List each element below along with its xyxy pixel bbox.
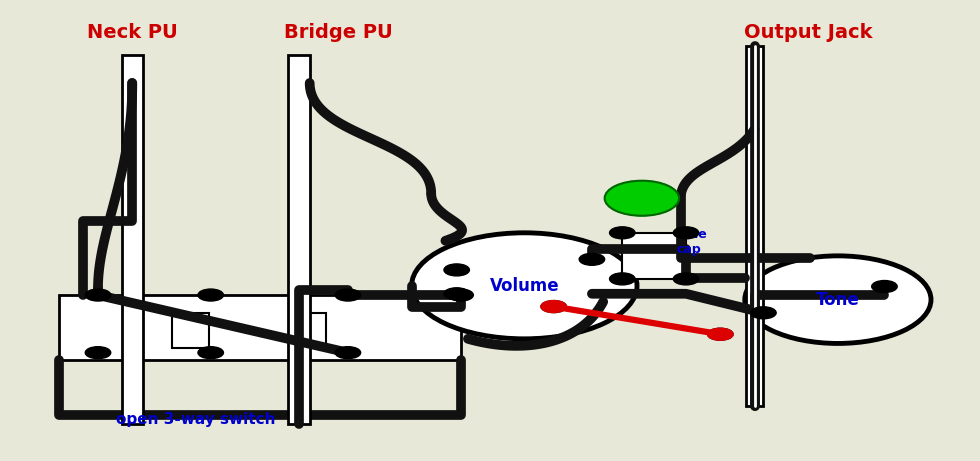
Text: Neck PU: Neck PU bbox=[87, 23, 177, 42]
Circle shape bbox=[872, 280, 898, 293]
Circle shape bbox=[745, 256, 931, 343]
Circle shape bbox=[335, 289, 361, 301]
Circle shape bbox=[751, 307, 776, 319]
Circle shape bbox=[335, 347, 361, 359]
Circle shape bbox=[198, 289, 223, 301]
Text: Tone: Tone bbox=[816, 290, 859, 309]
Bar bbox=[288, 55, 310, 424]
Circle shape bbox=[610, 273, 635, 285]
Bar bbox=[59, 295, 461, 360]
Text: tone
cap: tone cap bbox=[676, 228, 708, 256]
Text: open 3-way switch: open 3-way switch bbox=[117, 412, 275, 427]
Circle shape bbox=[412, 233, 637, 339]
Circle shape bbox=[605, 181, 679, 216]
Bar bbox=[122, 55, 143, 424]
Bar bbox=[289, 313, 326, 348]
Circle shape bbox=[610, 227, 635, 239]
Circle shape bbox=[85, 289, 111, 301]
Text: Volume: Volume bbox=[489, 277, 560, 295]
Circle shape bbox=[708, 328, 733, 340]
Text: Output Jack: Output Jack bbox=[744, 23, 873, 42]
Circle shape bbox=[673, 227, 699, 239]
Circle shape bbox=[541, 301, 566, 313]
Circle shape bbox=[85, 347, 111, 359]
Circle shape bbox=[198, 347, 223, 359]
Circle shape bbox=[444, 264, 469, 276]
Bar bbox=[622, 233, 686, 279]
Circle shape bbox=[708, 328, 733, 340]
Bar bbox=[172, 313, 209, 348]
Text: Bridge PU: Bridge PU bbox=[284, 23, 392, 42]
Circle shape bbox=[444, 288, 469, 300]
Circle shape bbox=[673, 273, 699, 285]
Circle shape bbox=[579, 254, 605, 266]
Circle shape bbox=[541, 301, 566, 313]
Circle shape bbox=[448, 289, 473, 301]
Bar bbox=[746, 46, 763, 406]
